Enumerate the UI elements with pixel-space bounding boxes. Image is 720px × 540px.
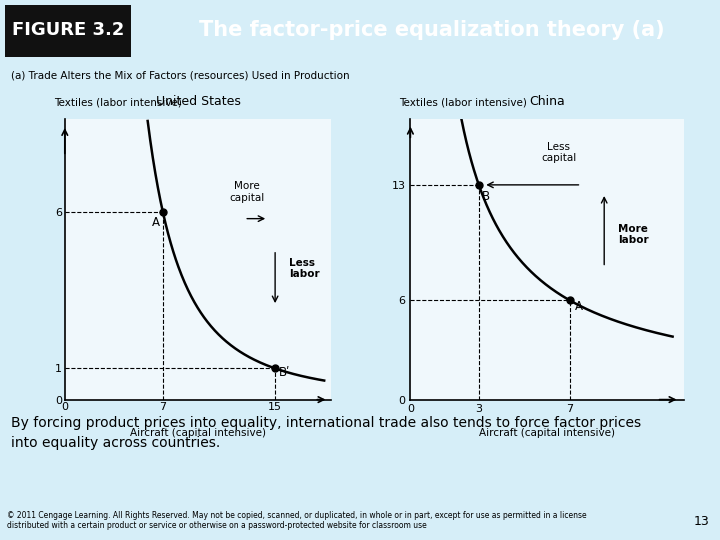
Bar (5, 5, 131, 57)
Text: Textiles (labor intensive): Textiles (labor intensive) (54, 98, 182, 107)
Text: B: B (482, 190, 490, 202)
Text: Aircraft (capital intensive): Aircraft (capital intensive) (130, 428, 266, 438)
Text: Less
labor: Less labor (289, 258, 320, 279)
Text: A: A (152, 217, 160, 230)
Text: More
labor: More labor (618, 224, 649, 245)
Text: By forcing product prices into equality, international trade also tends to force: By forcing product prices into equality,… (11, 416, 641, 450)
Text: China: China (529, 94, 565, 107)
Text: United States: United States (156, 94, 240, 107)
Text: The factor-price equalization theory (a): The factor-price equalization theory (a) (199, 20, 665, 40)
Text: Less
capital: Less capital (541, 142, 576, 164)
Text: Aircraft (capital intensive): Aircraft (capital intensive) (480, 428, 615, 438)
Text: Bʹ: Bʹ (279, 366, 291, 379)
Text: 13: 13 (693, 515, 709, 528)
Text: More
capital: More capital (230, 181, 265, 203)
Text: Textiles (labor intensive): Textiles (labor intensive) (400, 98, 527, 107)
Text: (a) Trade Alters the Mix of Factors (resources) Used in Production: (a) Trade Alters the Mix of Factors (res… (11, 70, 349, 80)
Text: A: A (575, 300, 582, 313)
Text: © 2011 Cengage Learning. All Rights Reserved. May not be copied, scanned, or dup: © 2011 Cengage Learning. All Rights Rese… (7, 511, 587, 530)
Text: FIGURE 3.2: FIGURE 3.2 (12, 21, 125, 39)
